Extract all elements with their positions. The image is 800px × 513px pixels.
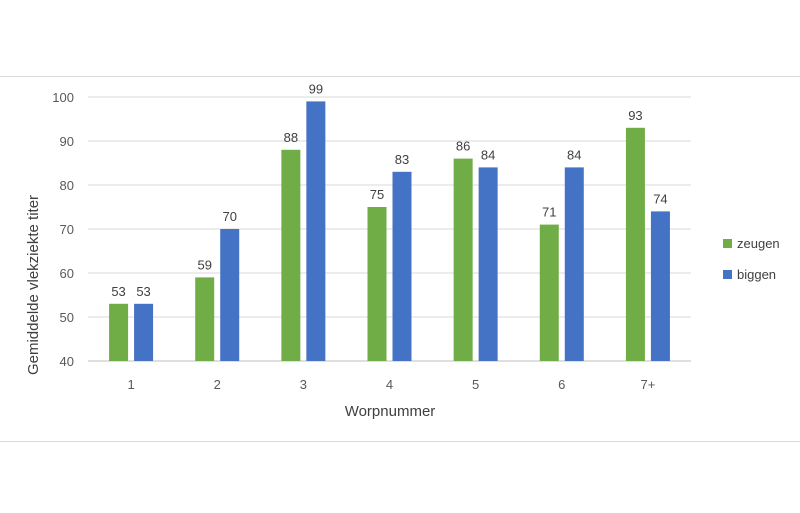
data-label-biggen: 99: [309, 81, 323, 96]
bar-biggen: [306, 101, 326, 362]
bars: [109, 101, 670, 362]
data-labels: 53 53 59 70 88 99 75 83 86 84 71 84 93 74: [111, 81, 667, 298]
x-tick-label: 2: [214, 377, 221, 392]
y-tick-label: 40: [60, 354, 74, 369]
data-label-zeugen: 93: [628, 108, 642, 123]
x-axis-title: Worpnummer: [345, 403, 436, 420]
bar-biggen: [392, 171, 412, 361]
legend-label-zeugen: zeugen: [737, 236, 780, 251]
x-axis-ticks: 1 2 3 4 5 6 7+: [127, 377, 655, 392]
data-label-zeugen: 75: [370, 187, 384, 202]
bar-zeugen: [195, 277, 215, 361]
data-label-biggen: 83: [395, 152, 409, 167]
x-tick-label: 5: [472, 377, 479, 392]
y-axis-ticks: 40 50 60 70 80 90 100: [52, 90, 74, 369]
x-tick-label: 1: [127, 377, 134, 392]
bar-zeugen: [281, 149, 301, 361]
data-label-biggen: 84: [567, 147, 581, 162]
legend: zeugen biggen: [723, 236, 780, 282]
x-tick-label: 3: [300, 377, 307, 392]
bar-zeugen: [539, 224, 559, 361]
y-tick-label: 100: [52, 90, 74, 105]
legend-swatch-biggen: [723, 270, 732, 279]
chart-frame: 40 50 60 70 80 90 100 53 53 59 70 88 99 75 83 86 84 71 84…: [0, 76, 800, 442]
data-label-zeugen: 53: [111, 284, 125, 299]
y-tick-label: 60: [60, 266, 74, 281]
bar-biggen: [650, 211, 670, 361]
bar-biggen: [134, 303, 154, 361]
x-tick-label: 4: [386, 377, 393, 392]
y-tick-label: 90: [60, 134, 74, 149]
data-label-biggen: 84: [481, 147, 495, 162]
bar-zeugen: [453, 158, 473, 361]
data-label-biggen: 70: [222, 209, 236, 224]
data-label-biggen: 53: [136, 284, 150, 299]
y-tick-label: 50: [60, 310, 74, 325]
x-tick-label: 7+: [641, 377, 656, 392]
bar-zeugen: [367, 207, 387, 361]
x-tick-label: 6: [558, 377, 565, 392]
data-label-zeugen: 86: [456, 139, 470, 154]
gridlines: [88, 96, 691, 362]
legend-swatch-zeugen: [723, 239, 732, 248]
y-tick-label: 80: [60, 178, 74, 193]
bar-zeugen: [109, 303, 129, 361]
bar-biggen: [220, 229, 240, 361]
bar-zeugen: [625, 127, 645, 361]
data-label-zeugen: 88: [284, 130, 298, 145]
legend-label-biggen: biggen: [737, 267, 776, 282]
data-label-zeugen: 59: [197, 257, 211, 272]
bar-biggen: [478, 167, 498, 361]
data-label-biggen: 74: [653, 191, 667, 206]
data-label-zeugen: 71: [542, 205, 556, 220]
y-tick-label: 70: [60, 222, 74, 237]
y-axis-title: Gemiddelde vlekziekte titer: [25, 195, 42, 375]
bar-biggen: [564, 167, 584, 361]
